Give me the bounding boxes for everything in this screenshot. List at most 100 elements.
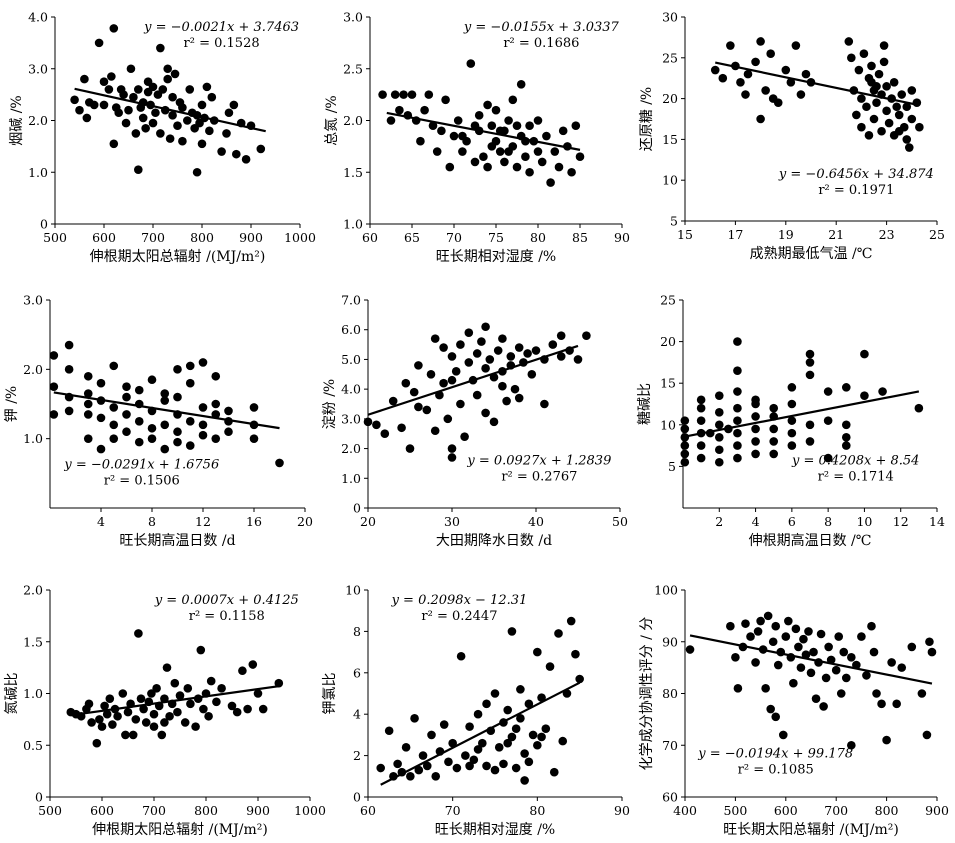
data-point xyxy=(465,761,474,771)
data-point xyxy=(185,441,195,450)
data-point xyxy=(452,763,462,773)
y-tick-label: 0.5 xyxy=(23,738,43,753)
data-point xyxy=(386,116,396,125)
data-point xyxy=(864,131,874,140)
x-tick-label: 80 xyxy=(529,803,545,818)
data-point xyxy=(495,147,505,156)
data-point xyxy=(395,105,404,115)
y-axis-title: 钾 /% xyxy=(4,386,20,422)
data-point xyxy=(847,652,856,662)
data-point xyxy=(733,453,742,463)
data-point xyxy=(451,367,461,376)
data-point xyxy=(531,346,541,355)
data-point xyxy=(771,621,781,631)
chart-panel-2: 60 65 70 75 80 85 90 1.0 1.5 2.0 2.5 3.0 旺长期相对湿度 /% 总… xyxy=(324,10,630,266)
chart-panel-6: 2 4 6 8 10 12 14 5 10 15 20 25 伸根期高温日数 /℃ 糖碱比 y = 0.42… xyxy=(637,293,945,550)
data-point xyxy=(860,349,869,359)
data-point xyxy=(444,757,453,767)
data-point xyxy=(867,621,876,631)
data-point xyxy=(165,711,174,721)
x-tick-label: 6 xyxy=(788,514,796,529)
data-point xyxy=(514,393,524,403)
data-point xyxy=(180,718,190,727)
x-tick-label: 19 xyxy=(778,227,794,242)
x-tick-label: 50 xyxy=(612,514,628,529)
data-point xyxy=(123,707,133,717)
data-point xyxy=(83,399,93,409)
data-point xyxy=(495,126,505,136)
data-point xyxy=(162,663,172,672)
data-point xyxy=(197,139,207,149)
x-axis-title: 旺长期太阳总辐射 /(MJ/m²) xyxy=(723,822,899,838)
data-point xyxy=(756,37,765,46)
y-tick-label: 0 xyxy=(35,790,43,805)
data-point xyxy=(498,381,507,391)
data-point xyxy=(453,116,463,125)
data-point xyxy=(448,738,457,748)
data-point xyxy=(809,647,818,657)
data-point xyxy=(363,417,373,427)
data-point xyxy=(198,403,208,412)
r-squared-label: r² = 0.1686 xyxy=(503,36,579,51)
data-point xyxy=(173,392,182,402)
data-point xyxy=(390,90,400,99)
data-point xyxy=(206,676,216,686)
data-point xyxy=(109,420,119,430)
data-point xyxy=(92,738,102,748)
data-point xyxy=(456,399,465,409)
y-tick-label: 5 xyxy=(670,214,678,229)
data-point xyxy=(160,396,170,405)
data-point xyxy=(791,41,801,50)
data-point xyxy=(96,444,106,454)
data-point xyxy=(126,64,136,74)
x-tick-label: 900 xyxy=(246,803,270,818)
data-point xyxy=(763,611,773,621)
data-point xyxy=(437,126,446,136)
x-tick-label: 90 xyxy=(614,803,630,818)
y-tick-label: 3.0 xyxy=(341,411,361,426)
x-tick-label: 70 xyxy=(446,230,462,245)
data-point xyxy=(912,98,922,107)
data-point xyxy=(121,730,130,740)
data-point xyxy=(781,632,791,641)
data-point xyxy=(49,351,59,360)
data-point xyxy=(512,121,522,130)
data-point xyxy=(516,79,526,89)
y-tick-label: 2.0 xyxy=(23,583,43,598)
data-point xyxy=(202,82,212,92)
data-point xyxy=(771,712,781,722)
data-point xyxy=(49,382,59,391)
data-point xyxy=(751,437,760,446)
data-point xyxy=(493,346,503,355)
y-tick-label: 4 xyxy=(353,707,361,722)
data-point xyxy=(527,369,537,379)
x-tick-label: 800 xyxy=(194,803,218,818)
data-point xyxy=(801,69,811,79)
data-point xyxy=(183,116,192,125)
data-point xyxy=(520,776,529,785)
data-point xyxy=(914,403,924,413)
data-point xyxy=(461,751,470,760)
data-point xyxy=(160,718,169,727)
data-point xyxy=(192,167,202,177)
y-tick-label: 0 xyxy=(353,790,361,805)
data-point xyxy=(756,616,765,626)
data-point xyxy=(794,642,803,652)
data-point xyxy=(733,441,742,450)
data-point xyxy=(799,634,808,644)
x-tick-label: 2 xyxy=(715,514,723,529)
data-point xyxy=(726,41,735,50)
data-point xyxy=(872,689,881,698)
data-point xyxy=(131,715,141,724)
x-axis-title: 成熟期最低气温 /℃ xyxy=(750,246,873,262)
data-point xyxy=(108,720,117,729)
data-point xyxy=(258,704,268,714)
data-point xyxy=(733,403,742,413)
data-point xyxy=(156,129,165,138)
data-point xyxy=(824,642,833,652)
data-point xyxy=(483,162,492,172)
data-point xyxy=(430,334,440,343)
data-point xyxy=(512,162,522,172)
data-point xyxy=(64,406,74,416)
data-point xyxy=(191,722,200,731)
